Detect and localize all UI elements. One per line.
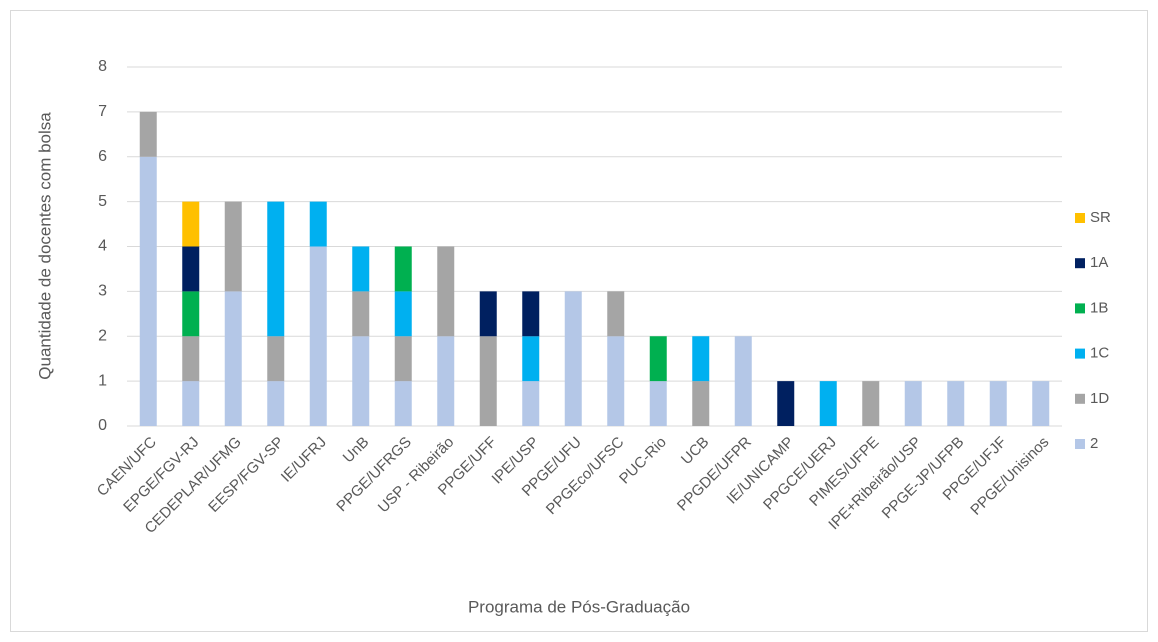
bar-segment <box>309 246 327 426</box>
bar-segment <box>1032 381 1050 426</box>
bar-segment <box>267 201 285 337</box>
bar-segment <box>777 381 795 426</box>
legend-swatch <box>1075 303 1085 314</box>
bar-segment <box>267 381 285 426</box>
legend-label: 1A <box>1090 254 1108 271</box>
legend-label: SR <box>1090 209 1111 226</box>
legend-swatch <box>1075 393 1085 404</box>
bar-segment <box>819 381 837 426</box>
bar-segment <box>182 291 200 337</box>
y-tick-label: 0 <box>98 417 107 434</box>
bar-segment <box>522 381 540 426</box>
bar-segment <box>182 201 200 247</box>
bar-segment <box>139 111 157 157</box>
bar-segment <box>862 381 880 426</box>
bar-segment <box>607 336 625 426</box>
bar-segment <box>437 246 455 337</box>
y-tick-label: 2 <box>98 327 107 344</box>
y-tick-label: 1 <box>98 372 107 389</box>
bar-segment <box>479 291 497 337</box>
bar-segment <box>564 291 582 426</box>
bar-segment <box>394 336 412 382</box>
y-axis-label: Quantidade de docentes com bolsa <box>35 112 54 380</box>
bar-segment <box>437 336 455 426</box>
bar-segment <box>182 246 200 292</box>
y-tick-label: 7 <box>98 103 107 120</box>
legend-swatch <box>1075 348 1085 359</box>
bar-segment <box>989 381 1007 426</box>
legend-swatch <box>1075 258 1085 269</box>
bar-segment <box>607 291 625 337</box>
legend-swatch <box>1075 439 1085 449</box>
bar-segment <box>692 381 710 426</box>
y-tick-label: 4 <box>98 238 107 255</box>
bar-segment <box>352 291 370 337</box>
bar-segment <box>904 381 922 426</box>
bar-segment <box>394 381 412 426</box>
bar-segment <box>649 336 667 382</box>
bar-segment <box>182 336 200 382</box>
bar-segment <box>479 336 497 426</box>
y-tick-label: 8 <box>98 58 107 75</box>
bar-segment <box>224 201 242 292</box>
bar-segment <box>947 381 965 426</box>
legend-label: 1B <box>1090 299 1108 316</box>
bar-segment <box>734 336 752 426</box>
bar-segment <box>224 291 242 426</box>
y-tick-label: 3 <box>98 283 107 300</box>
bar-segment <box>692 336 710 382</box>
bar-segment <box>182 381 200 426</box>
bar-segment <box>649 381 667 426</box>
bar-segment <box>139 156 157 426</box>
bar-segment <box>309 201 327 247</box>
bar-segment <box>352 336 370 426</box>
legend-label: 1D <box>1090 390 1109 407</box>
bar-segment <box>267 336 285 382</box>
legend-label: 1C <box>1090 345 1109 362</box>
bar-segment <box>352 246 370 292</box>
bar-segment <box>394 246 412 292</box>
legend-label: 2 <box>1090 435 1098 452</box>
y-tick-label: 6 <box>98 148 107 165</box>
bar-segment <box>522 336 540 382</box>
bar-segment <box>522 291 540 337</box>
legend-swatch <box>1075 213 1085 223</box>
x-axis-label: Programa de Pós-Graduação <box>468 597 690 616</box>
y-tick-label: 5 <box>98 193 107 210</box>
bar-segment <box>394 291 412 337</box>
